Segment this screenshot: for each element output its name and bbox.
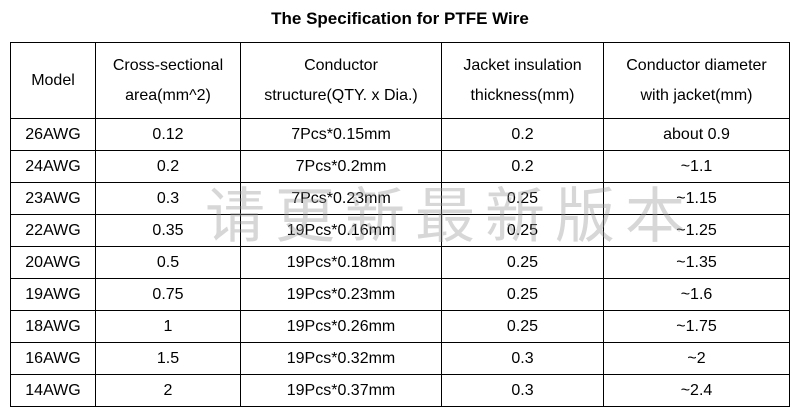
cell-area: 0.3 xyxy=(95,182,241,215)
cell-model: 26AWG xyxy=(10,118,96,151)
cell-area: 2 xyxy=(95,374,241,407)
header-area-line1: Cross-sectional xyxy=(112,56,224,74)
cell-diameter: ~1.15 xyxy=(603,182,790,215)
header-diameter: Conductor diameter with jacket(mm) xyxy=(603,42,790,119)
cell-diameter: ~1.35 xyxy=(603,246,790,279)
table-row: 24AWG 0.2 7Pcs*0.2mm 0.2 ~1.1 xyxy=(10,150,790,183)
header-jacket: Jacket insulation thickness(mm) xyxy=(441,42,604,119)
header-model: Model xyxy=(10,42,96,119)
cell-jacket: 0.3 xyxy=(441,374,604,407)
cell-structure: 7Pcs*0.15mm xyxy=(240,118,442,151)
cell-model: 24AWG xyxy=(10,150,96,183)
cell-area: 0.2 xyxy=(95,150,241,183)
table-row: 16AWG 1.5 19Pcs*0.32mm 0.3 ~2 xyxy=(10,342,790,375)
header-jacket-line1: Jacket insulation xyxy=(463,56,582,74)
cell-area: 0.35 xyxy=(95,214,241,247)
cell-jacket: 0.2 xyxy=(441,150,604,183)
header-area-line2: area(mm^2) xyxy=(125,86,211,104)
cell-structure: 19Pcs*0.32mm xyxy=(240,342,442,375)
cell-jacket: 0.25 xyxy=(441,310,604,343)
page-title: The Specification for PTFE Wire xyxy=(271,9,529,28)
cell-diameter: ~2 xyxy=(603,342,790,375)
cell-jacket: 0.25 xyxy=(441,246,604,279)
cell-area: 0.5 xyxy=(95,246,241,279)
cell-structure: 19Pcs*0.16mm xyxy=(240,214,442,247)
header-diameter-line2: with jacket(mm) xyxy=(640,86,753,104)
header-structure-line2: structure(QTY. x Dia.) xyxy=(264,86,418,104)
cell-area: 0.12 xyxy=(95,118,241,151)
cell-model: 23AWG xyxy=(10,182,96,215)
cell-jacket: 0.25 xyxy=(441,182,604,215)
header-jacket-line2: thickness(mm) xyxy=(470,86,575,104)
cell-model: 19AWG xyxy=(10,278,96,311)
table-row: 22AWG 0.35 19Pcs*0.16mm 0.25 ~1.25 xyxy=(10,214,790,247)
cell-structure: 19Pcs*0.18mm xyxy=(240,246,442,279)
cell-structure: 19Pcs*0.37mm xyxy=(240,374,442,407)
header-row: Model Cross-sectional area(mm^2) Conduct… xyxy=(10,42,790,119)
spec-table: Model Cross-sectional area(mm^2) Conduct… xyxy=(10,42,790,407)
cell-structure: 19Pcs*0.26mm xyxy=(240,310,442,343)
header-diameter-line1: Conductor diameter xyxy=(626,56,767,74)
cell-jacket: 0.3 xyxy=(441,342,604,375)
cell-model: 16AWG xyxy=(10,342,96,375)
cell-jacket: 0.2 xyxy=(441,118,604,151)
cell-diameter: ~1.25 xyxy=(603,214,790,247)
cell-diameter: about 0.9 xyxy=(603,118,790,151)
cell-area: 1 xyxy=(95,310,241,343)
table-row: 19AWG 0.75 19Pcs*0.23mm 0.25 ~1.6 xyxy=(10,278,790,311)
cell-diameter: ~1.75 xyxy=(603,310,790,343)
table-row: 14AWG 2 19Pcs*0.37mm 0.3 ~2.4 xyxy=(10,374,790,407)
cell-model: 14AWG xyxy=(10,374,96,407)
cell-structure: 7Pcs*0.23mm xyxy=(240,182,442,215)
table-row: 20AWG 0.5 19Pcs*0.18mm 0.25 ~1.35 xyxy=(10,246,790,279)
cell-area: 1.5 xyxy=(95,342,241,375)
header-area: Cross-sectional area(mm^2) xyxy=(95,42,241,119)
cell-structure: 19Pcs*0.23mm xyxy=(240,278,442,311)
cell-model: 18AWG xyxy=(10,310,96,343)
cell-jacket: 0.25 xyxy=(441,214,604,247)
cell-diameter: ~2.4 xyxy=(603,374,790,407)
cell-jacket: 0.25 xyxy=(441,278,604,311)
cell-model: 22AWG xyxy=(10,214,96,247)
header-structure: Conductor structure(QTY. x Dia.) xyxy=(240,42,442,119)
cell-area: 0.75 xyxy=(95,278,241,311)
table-row: 18AWG 1 19Pcs*0.26mm 0.25 ~1.75 xyxy=(10,310,790,343)
cell-model: 20AWG xyxy=(10,246,96,279)
cell-diameter: ~1.6 xyxy=(603,278,790,311)
table-row: 23AWG 0.3 7Pcs*0.23mm 0.25 ~1.15 xyxy=(10,182,790,215)
header-structure-line1: Conductor xyxy=(304,56,378,74)
table-row: 26AWG 0.12 7Pcs*0.15mm 0.2 about 0.9 xyxy=(10,118,790,151)
cell-diameter: ~1.1 xyxy=(603,150,790,183)
cell-structure: 7Pcs*0.2mm xyxy=(240,150,442,183)
